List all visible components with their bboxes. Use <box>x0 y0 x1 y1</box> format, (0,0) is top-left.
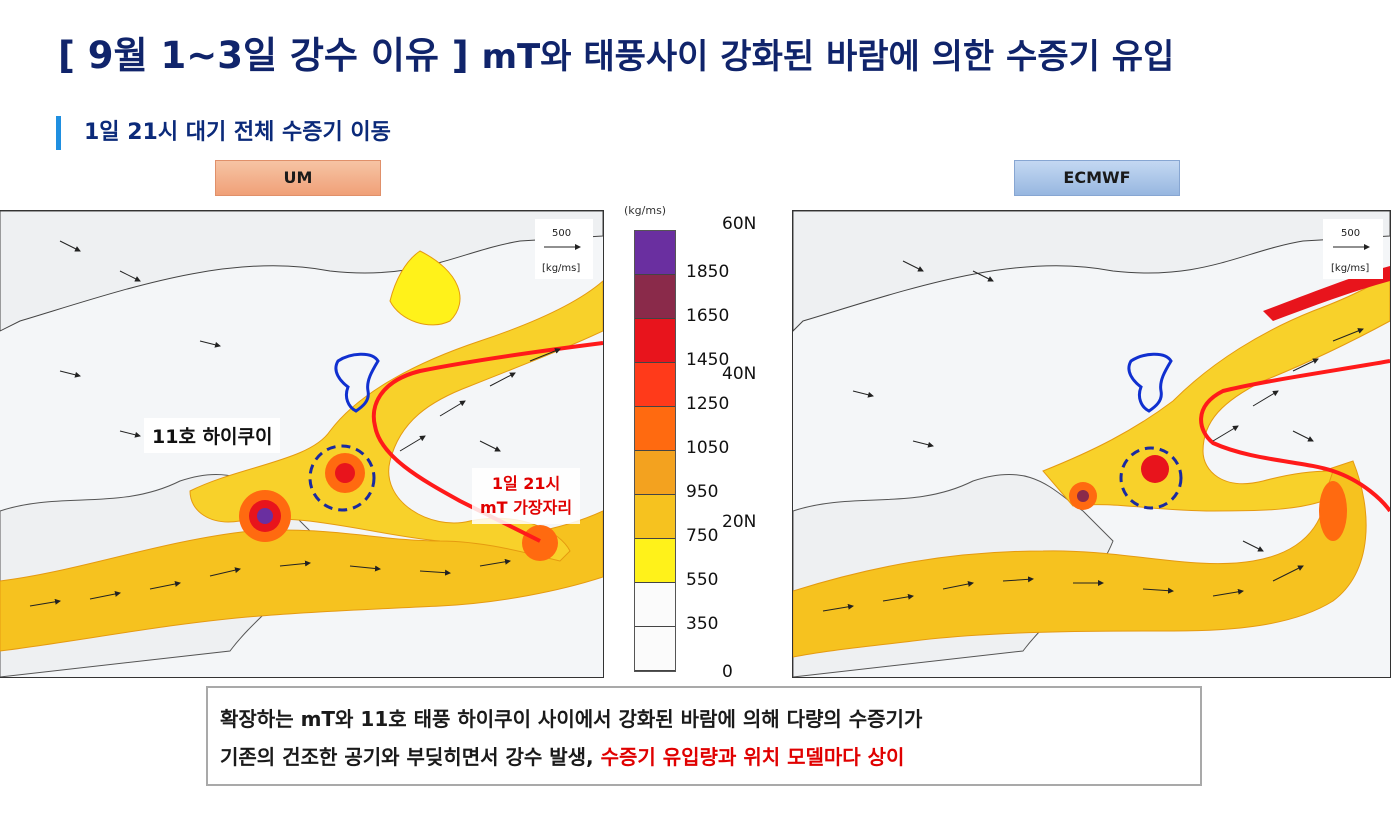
colorbar-unit: (kg/ms) <box>624 204 667 217</box>
colorbar-label-1050: 1050 <box>686 438 730 458</box>
summary-line1: 확장하는 mT와 11호 태풍 하이쿠이 사이에서 강화된 바람에 의해 다량의… <box>220 707 923 731</box>
ecmwf-reference-box <box>1323 219 1383 279</box>
um-moisture-core-pacific <box>522 525 558 561</box>
colorbar-label-1650: 1650 <box>686 306 730 326</box>
summary-line2: 기존의 건조한 공기와 부딪히면서 강수 발생, 수증기 유입량과 위치 모델마… <box>220 738 1188 776</box>
ecmwf-reference-value: 500 <box>1341 228 1360 239</box>
um-reference-unit: [kg/ms] <box>542 263 580 274</box>
ecmwf-typhoon-core-center <box>1077 490 1089 502</box>
summary-line2-highlight: 수증기 유입량과 위치 모델마다 상이 <box>600 745 905 769</box>
colorbar-swatch <box>635 363 675 407</box>
colorbar-legend: (kg/ms) 1850 1650 1450 1250 1050 950 750… <box>604 204 792 682</box>
colorbar-label-750: 750 <box>686 526 719 546</box>
ecmwf-moisture-core-east <box>1141 455 1169 483</box>
latitude-label-40n: 40N <box>722 364 757 384</box>
colorbar <box>634 230 676 672</box>
ecmwf-moisture-band-south <box>793 460 1367 658</box>
colorbar-label-1850: 1850 <box>686 262 730 282</box>
um-korea-outline <box>334 352 380 413</box>
colorbar-swatch <box>635 319 675 363</box>
colorbar-label-950: 950 <box>686 482 719 502</box>
colorbar-swatch <box>635 275 675 319</box>
ecmwf-map-panel: 500 [kg/ms] <box>792 210 1391 678</box>
ecmwf-reference-unit: [kg/ms] <box>1331 263 1369 274</box>
ecmwf-land-north <box>793 211 1390 332</box>
um-map: 500 [kg/ms] <box>0 211 603 677</box>
um-map-panel: 500 [kg/ms] <box>0 210 604 678</box>
ecmwf-mt-boundary-line <box>1199 359 1390 513</box>
um-land-north <box>0 211 603 332</box>
colorbar-label-1450: 1450 <box>686 350 730 370</box>
um-reference-value: 500 <box>552 228 571 239</box>
um-flow-arrows <box>29 240 561 607</box>
ecmwf-focus-circle <box>1119 446 1183 510</box>
um-focus-circle <box>308 444 376 512</box>
um-moisture-core-east-inner <box>335 463 355 483</box>
ecmwf-map: 500 [kg/ms] <box>793 211 1390 677</box>
ecmwf-model-label: ECMWF <box>1014 160 1180 196</box>
colorbar-swatch <box>635 627 675 671</box>
mt-edge-label: 1일 21시 mT 가장자리 <box>472 468 581 524</box>
typhoon-haikui-label: 11호 하이쿠이 <box>144 418 281 453</box>
colorbar-label-550: 550 <box>686 570 719 590</box>
colorbar-swatch <box>635 539 675 583</box>
slide-title-sub: mT와 태풍사이 강화된 바람에 의한 수증기 유입 <box>481 37 1175 77</box>
ecmwf-flow-arrows <box>822 260 1364 612</box>
ecmwf-moisture-core-north <box>1263 266 1390 321</box>
colorbar-swatch <box>635 407 675 451</box>
colorbar-swatch <box>635 495 675 539</box>
subheading-accent-bar <box>56 116 61 150</box>
ecmwf-moisture-band-central <box>1042 270 1390 512</box>
ecmwf-moisture-core-pacific <box>1319 481 1347 541</box>
mt-edge-label-line2: mT 가장자리 <box>480 498 573 517</box>
subheading: 1일 21시 대기 전체 수증기 이동 <box>84 120 391 145</box>
um-moisture-patch-north <box>389 250 461 326</box>
latitude-label-60n: 60N <box>722 214 757 234</box>
ecmwf-korea-outline <box>1127 352 1173 413</box>
mt-edge-label-line1: 1일 21시 <box>491 474 561 493</box>
summary-box: 확장하는 mT와 11호 태풍 하이쿠이 사이에서 강화된 바람에 의해 다량의… <box>206 686 1202 786</box>
colorbar-swatch <box>635 451 675 495</box>
colorbar-swatch <box>635 583 675 627</box>
slide-title-main: [ 9월 1~3일 강수 이유 ] <box>58 34 469 77</box>
um-reference-box <box>535 219 593 279</box>
latitude-label-0: 0 <box>722 662 733 682</box>
colorbar-label-350: 350 <box>686 614 719 634</box>
slide-title: [ 9월 1~3일 강수 이유 ] mT와 태풍사이 강화된 바람에 의한 수증… <box>58 26 1174 86</box>
latitude-label-20n: 20N <box>722 512 757 532</box>
um-model-label: UM <box>215 160 381 196</box>
colorbar-swatch <box>635 231 675 275</box>
um-moisture-band-south <box>0 510 603 652</box>
um-typhoon-core-center <box>257 508 273 524</box>
colorbar-label-1250: 1250 <box>686 394 730 414</box>
summary-line2-plain: 기존의 건조한 공기와 부딪히면서 강수 발생, <box>220 745 594 769</box>
